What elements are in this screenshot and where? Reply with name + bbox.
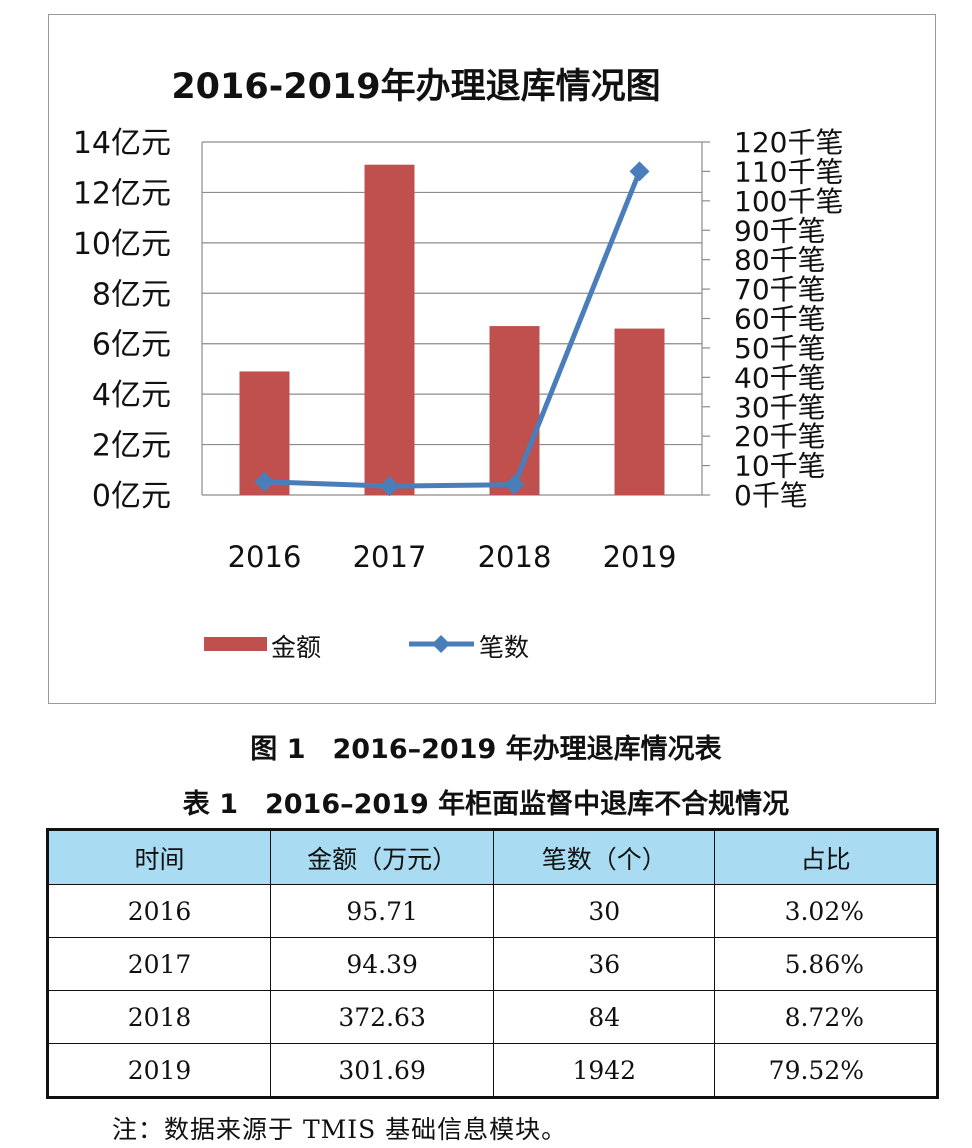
line-marker xyxy=(504,474,525,495)
data-table: 时间 金额（万元） 笔数（个） 占比 2016 95.71 30 3.02% 2… xyxy=(46,828,939,1099)
line-marker xyxy=(254,471,275,492)
legend-swatch-amount xyxy=(204,637,267,651)
figure-caption: 图 1 2016–2019 年办理退库情况表 xyxy=(250,734,722,765)
table-row: 2018 372.63 84 8.72% xyxy=(46,990,938,1044)
line-marker xyxy=(379,476,400,497)
cell-amount: 94.39 xyxy=(270,937,495,991)
x-tick-label: 2017 xyxy=(353,540,427,574)
cell-amount: 301.69 xyxy=(270,1043,495,1098)
cell-count: 84 xyxy=(493,990,716,1044)
table-row: 2017 94.39 36 5.86% xyxy=(46,937,938,991)
cell-ratio: 79.52% xyxy=(714,1043,938,1098)
y-right-tick-label: 60千笔 xyxy=(734,303,826,336)
table-row: 2016 95.71 30 3.02% xyxy=(46,884,938,938)
line-count xyxy=(264,170,642,489)
line-marker xyxy=(629,161,650,182)
cell-amount: 372.63 xyxy=(270,990,495,1044)
y-right-tick-label: 20千笔 xyxy=(734,420,826,453)
y-right-tick-label: 110千笔 xyxy=(734,155,843,188)
y-left-tick-label: 14亿元 xyxy=(73,126,171,161)
table-header-row: 时间 金额（万元） 笔数（个） 占比 xyxy=(46,829,938,885)
cell-year: 2019 xyxy=(46,1043,272,1098)
y-right-tick-label: 120千笔 xyxy=(734,126,843,159)
header-amount: 金额（万元） xyxy=(270,829,495,885)
x-tick-label: 2019 xyxy=(603,540,677,574)
y-left-tick-label: 4亿元 xyxy=(92,378,171,413)
cell-ratio: 8.72% xyxy=(714,990,938,1044)
y-right-tick-label: 10千笔 xyxy=(734,450,826,483)
legend-label-amount: 金额 xyxy=(271,633,321,662)
y-right-tick-label: 70千笔 xyxy=(734,273,826,306)
source-note: 注：数据来源于 TMIS 基础信息模块。 xyxy=(112,1115,568,1144)
x-tick-label: 2018 xyxy=(478,540,552,574)
y-left-tick-label: 10亿元 xyxy=(73,227,171,262)
bar-amount xyxy=(364,164,415,495)
header-time: 时间 xyxy=(46,829,272,885)
table-caption: 表 1 2016–2019 年柜面监督中退库不合规情况 xyxy=(182,789,790,820)
y-right-tick-label: 30千笔 xyxy=(734,391,826,424)
y-right-tick-label: 80千笔 xyxy=(734,244,826,277)
bar-amount xyxy=(614,328,665,495)
bar-amount xyxy=(489,326,540,495)
y-right-tick-label: 50千笔 xyxy=(734,332,826,365)
table-row: 2019 301.69 1942 79.52% xyxy=(46,1043,938,1098)
chart-title: 2016-2019年办理退库情况图 xyxy=(171,67,660,107)
y-right-tick-label: 90千笔 xyxy=(734,214,826,247)
y-left-tick-label: 12亿元 xyxy=(73,176,171,211)
cell-ratio: 3.02% xyxy=(714,884,938,938)
y-left-tick-label: 8亿元 xyxy=(92,277,171,312)
cell-count: 30 xyxy=(493,884,716,938)
legend-marker-count xyxy=(432,635,450,653)
cell-count: 1942 xyxy=(493,1043,716,1098)
y-left-tick-label: 0亿元 xyxy=(92,479,171,514)
header-count: 笔数（个） xyxy=(493,829,716,885)
y-right-tick-label: 40千笔 xyxy=(734,361,826,394)
y-left-tick-label: 2亿元 xyxy=(92,429,171,464)
cell-year: 2017 xyxy=(46,937,272,991)
header-ratio: 占比 xyxy=(714,829,938,885)
chart-frame: 2016-2019年办理退库情况图 0亿元 2亿元 4亿元 6亿元 8亿元 10亿元 12亿元… xyxy=(48,14,936,704)
y-left-tick-label: 6亿元 xyxy=(92,328,171,363)
x-tick-label: 2016 xyxy=(228,540,302,574)
cell-amount: 95.71 xyxy=(270,884,495,938)
cell-count: 36 xyxy=(493,937,716,991)
cell-ratio: 5.86% xyxy=(714,937,938,991)
cell-year: 2016 xyxy=(46,884,272,938)
y-right-tick-label: 0千笔 xyxy=(734,479,808,512)
cell-year: 2018 xyxy=(46,990,272,1044)
y-right-tick-label: 100千笔 xyxy=(734,185,843,218)
chart-svg: 2016-2019年办理退库情况图 0亿元 2亿元 4亿元 6亿元 8亿元 10亿元 12亿元… xyxy=(73,67,844,662)
legend-label-count: 笔数 xyxy=(479,633,529,662)
